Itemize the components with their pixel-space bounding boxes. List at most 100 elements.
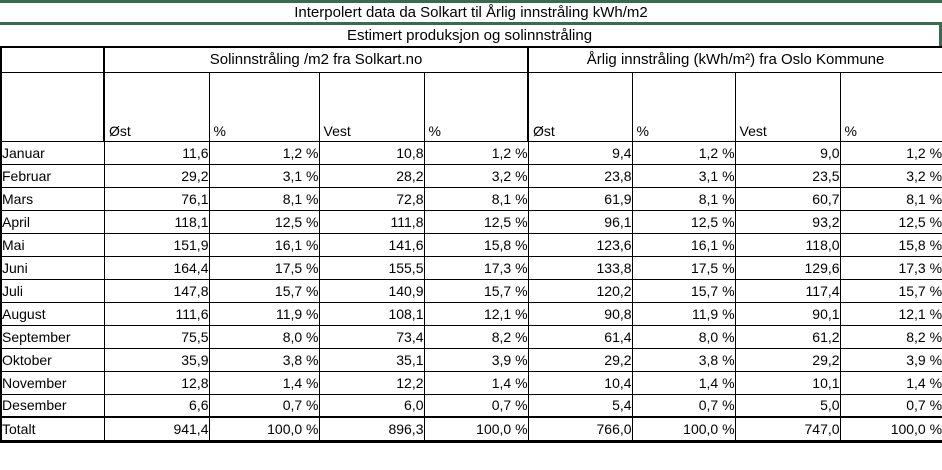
value-cell[interactable]: 111,8: [318, 209, 425, 234]
total-row-label[interactable]: Totalt: [0, 416, 105, 442]
value-cell[interactable]: 12,2: [318, 370, 425, 395]
column-header-ost-1[interactable]: Øst: [103, 71, 210, 142]
corner-cell-2[interactable]: [0, 71, 105, 142]
value-cell[interactable]: 17,3 %: [423, 255, 529, 280]
column-header-pct-4[interactable]: %: [839, 71, 942, 142]
value-cell[interactable]: 8,0 %: [208, 324, 320, 349]
value-cell[interactable]: 111,6: [103, 301, 210, 326]
value-cell[interactable]: 0,7 %: [631, 393, 736, 418]
column-header-vest-1[interactable]: Vest: [318, 71, 425, 142]
value-cell[interactable]: 941,4: [103, 416, 210, 442]
value-cell[interactable]: 140,9: [318, 278, 425, 303]
value-cell[interactable]: 3,1 %: [631, 163, 736, 188]
value-cell[interactable]: 11,9 %: [631, 301, 736, 326]
value-cell[interactable]: 1,2 %: [631, 140, 736, 165]
value-cell[interactable]: 896,3: [318, 416, 425, 442]
value-cell[interactable]: 12,5 %: [631, 209, 736, 234]
value-cell[interactable]: 8,1 %: [839, 186, 942, 211]
value-cell[interactable]: 61,9: [527, 186, 633, 211]
value-cell[interactable]: 12,5 %: [208, 209, 320, 234]
value-cell[interactable]: 123,6: [527, 232, 633, 257]
value-cell[interactable]: 8,0 %: [631, 324, 736, 349]
value-cell[interactable]: 1,4 %: [208, 370, 320, 395]
value-cell[interactable]: 15,7 %: [423, 278, 529, 303]
value-cell[interactable]: 118,0: [734, 232, 841, 257]
value-cell[interactable]: 12,1 %: [423, 301, 529, 326]
value-cell[interactable]: 151,9: [103, 232, 210, 257]
value-cell[interactable]: 61,4: [527, 324, 633, 349]
value-cell[interactable]: 747,0: [734, 416, 841, 442]
value-cell[interactable]: 29,2: [734, 347, 841, 372]
value-cell[interactable]: 60,7: [734, 186, 841, 211]
value-cell[interactable]: 8,2 %: [839, 324, 942, 349]
value-cell[interactable]: 3,8 %: [631, 347, 736, 372]
value-cell[interactable]: 155,5: [318, 255, 425, 280]
row-label[interactable]: Juni: [0, 255, 105, 280]
row-label[interactable]: August: [0, 301, 105, 326]
value-cell[interactable]: 3,9 %: [423, 347, 529, 372]
value-cell[interactable]: 8,1 %: [208, 186, 320, 211]
value-cell[interactable]: 10,1: [734, 370, 841, 395]
row-label[interactable]: Oktober: [0, 347, 105, 372]
value-cell[interactable]: 11,6: [103, 140, 210, 165]
value-cell[interactable]: 29,2: [103, 163, 210, 188]
value-cell[interactable]: 108,1: [318, 301, 425, 326]
value-cell[interactable]: 0,7 %: [423, 393, 529, 418]
value-cell[interactable]: 17,5 %: [208, 255, 320, 280]
value-cell[interactable]: 1,2 %: [208, 140, 320, 165]
value-cell[interactable]: 23,8: [527, 163, 633, 188]
value-cell[interactable]: 90,8: [527, 301, 633, 326]
value-cell[interactable]: 75,5: [103, 324, 210, 349]
value-cell[interactable]: 3,2 %: [839, 163, 942, 188]
value-cell[interactable]: 118,1: [103, 209, 210, 234]
value-cell[interactable]: 12,5 %: [423, 209, 529, 234]
value-cell[interactable]: 17,3 %: [839, 255, 942, 280]
value-cell[interactable]: 100,0 %: [631, 416, 736, 442]
row-label[interactable]: Desember: [0, 393, 105, 418]
value-cell[interactable]: 11,9 %: [208, 301, 320, 326]
value-cell[interactable]: 8,2 %: [423, 324, 529, 349]
value-cell[interactable]: 9,4: [527, 140, 633, 165]
value-cell[interactable]: 93,2: [734, 209, 841, 234]
value-cell[interactable]: 3,2 %: [423, 163, 529, 188]
value-cell[interactable]: 35,1: [318, 347, 425, 372]
value-cell[interactable]: 164,4: [103, 255, 210, 280]
value-cell[interactable]: 3,8 %: [208, 347, 320, 372]
row-label[interactable]: Mars: [0, 186, 105, 211]
value-cell[interactable]: 1,2 %: [839, 140, 942, 165]
value-cell[interactable]: 1,4 %: [839, 370, 942, 395]
row-label[interactable]: Januar: [0, 140, 105, 165]
value-cell[interactable]: 129,6: [734, 255, 841, 280]
column-header-pct-2[interactable]: %: [423, 71, 529, 142]
corner-cell[interactable]: [0, 46, 105, 73]
value-cell[interactable]: 100,0 %: [839, 416, 942, 442]
value-cell[interactable]: 1,4 %: [631, 370, 736, 395]
value-cell[interactable]: 147,8: [103, 278, 210, 303]
value-cell[interactable]: 6,6: [103, 393, 210, 418]
value-cell[interactable]: 1,4 %: [423, 370, 529, 395]
row-label[interactable]: September: [0, 324, 105, 349]
value-cell[interactable]: 28,2: [318, 163, 425, 188]
value-cell[interactable]: 8,1 %: [631, 186, 736, 211]
value-cell[interactable]: 3,9 %: [839, 347, 942, 372]
value-cell[interactable]: 9,0: [734, 140, 841, 165]
value-cell[interactable]: 5,4: [527, 393, 633, 418]
value-cell[interactable]: 29,2: [527, 347, 633, 372]
value-cell[interactable]: 12,5 %: [839, 209, 942, 234]
column-header-ost-2[interactable]: Øst: [527, 71, 633, 142]
value-cell[interactable]: 15,7 %: [631, 278, 736, 303]
row-label[interactable]: Juli: [0, 278, 105, 303]
value-cell[interactable]: 35,9: [103, 347, 210, 372]
value-cell[interactable]: 90,1: [734, 301, 841, 326]
value-cell[interactable]: 76,1: [103, 186, 210, 211]
value-cell[interactable]: 17,5 %: [631, 255, 736, 280]
value-cell[interactable]: 12,1 %: [839, 301, 942, 326]
value-cell[interactable]: 15,8 %: [839, 232, 942, 257]
value-cell[interactable]: 1,2 %: [423, 140, 529, 165]
value-cell[interactable]: 12,8: [103, 370, 210, 395]
value-cell[interactable]: 0,7 %: [208, 393, 320, 418]
value-cell[interactable]: 10,8: [318, 140, 425, 165]
value-cell[interactable]: 3,1 %: [208, 163, 320, 188]
column-header-pct-3[interactable]: %: [631, 71, 736, 142]
value-cell[interactable]: 72,8: [318, 186, 425, 211]
